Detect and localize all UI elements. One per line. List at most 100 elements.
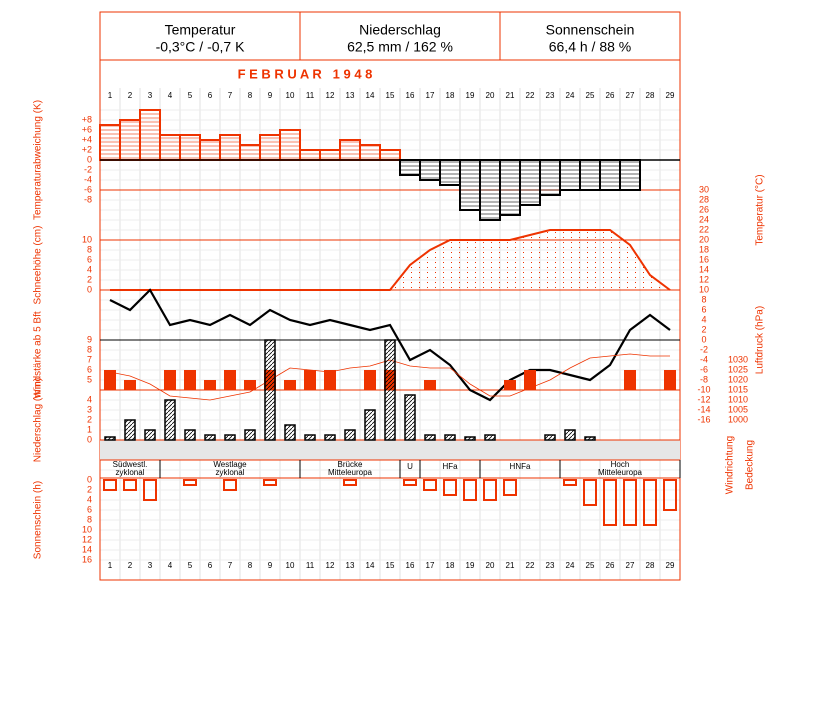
y-tick-label: -12 (697, 394, 710, 404)
y-tick-label: 1025 (728, 364, 748, 374)
day-label: 27 (626, 561, 635, 570)
day-label: 10 (286, 91, 295, 100)
day-label: 28 (646, 561, 655, 570)
bar (423, 479, 437, 491)
bar (424, 434, 436, 441)
day-label: 7 (228, 91, 233, 100)
day-label: 24 (566, 561, 575, 570)
y-tick-label: 1005 (728, 404, 748, 414)
bar (464, 436, 476, 441)
y-tick-label: -6 (84, 184, 92, 194)
snow-area (110, 229, 671, 291)
y-tick-label: +4 (82, 134, 92, 144)
y-tick-label: 1030 (728, 354, 748, 364)
bar (544, 434, 556, 441)
y-tick-label: 24 (699, 214, 709, 224)
bar (124, 380, 136, 390)
axis-label: Temperaturabweichung (K) (33, 100, 44, 220)
y-tick-label: 6 (87, 254, 92, 264)
bar (164, 399, 176, 441)
bar (484, 434, 496, 441)
band-label: Bedeckung (745, 440, 756, 490)
header-value: 62,5 mm / 162 % (347, 39, 453, 55)
header-value: 66,4 h / 88 % (549, 39, 632, 55)
bar (403, 479, 417, 486)
bar (144, 429, 156, 441)
y-tick-label: +2 (82, 144, 92, 154)
day-label: 5 (188, 561, 193, 570)
y-tick-label: 4 (87, 264, 92, 274)
y-tick-label: 2 (701, 324, 706, 334)
y-tick-label: 22 (699, 224, 709, 234)
axis-label: Temperatur (°C) (755, 174, 766, 245)
y-tick-label: 0 (87, 284, 92, 294)
bar (124, 419, 136, 441)
day-label: 4 (168, 91, 173, 100)
anomaly-bar (219, 134, 241, 161)
y-tick-label: 8 (87, 244, 92, 254)
bar (123, 479, 137, 491)
bar (623, 479, 637, 526)
y-tick-label: 10 (82, 234, 92, 244)
axis-label: Windstärke ab 5 Bft (33, 311, 44, 398)
day-label: 3 (148, 561, 153, 570)
weather-type: HFa (442, 462, 458, 471)
weather-type: HNFa (510, 462, 531, 471)
day-label: 25 (586, 91, 595, 100)
y-tick-label: -6 (700, 364, 708, 374)
weather-type: Westlage (213, 460, 247, 469)
bar (624, 370, 636, 390)
line (109, 288, 671, 402)
bar (284, 380, 296, 390)
weather-type: Hoch (611, 460, 630, 469)
y-tick-label: 16 (699, 254, 709, 264)
anomaly-bar (159, 134, 181, 161)
header-title: Sonnenschein (546, 22, 635, 38)
day-label: 15 (386, 561, 395, 570)
day-label: 25 (586, 561, 595, 570)
y-tick-label: 1020 (728, 374, 748, 384)
bar (224, 434, 236, 441)
y-tick-label: 0 (701, 334, 706, 344)
anomaly-bar (359, 144, 381, 161)
weather-type: U (407, 462, 413, 471)
day-label: 11 (306, 91, 315, 100)
marks: Temperatur-0,3°C / -0,7 K Niederschlag62,… (33, 22, 766, 570)
day-label: 8 (248, 561, 253, 570)
day-label: 1 (108, 91, 113, 100)
y-tick-label: 6 (701, 304, 706, 314)
bar (424, 380, 436, 390)
anomaly-bar (599, 159, 621, 191)
anomaly-bar (199, 139, 221, 161)
bar (324, 434, 336, 441)
y-tick-label: -8 (84, 194, 92, 204)
bar (483, 479, 497, 501)
anomaly-bar (139, 109, 161, 161)
day-label: 7 (228, 561, 233, 570)
bar (103, 479, 117, 491)
day-label: 17 (426, 561, 435, 570)
anomaly-bar (559, 159, 581, 191)
anomaly-bar (539, 159, 561, 196)
y-tick-label: 0 (87, 154, 92, 164)
bar (643, 479, 657, 526)
y-tick-label: 3 (87, 404, 92, 414)
anomaly-bar (319, 149, 341, 161)
anomaly-bar (519, 159, 541, 206)
weather-type: zyklonal (116, 468, 145, 477)
anomaly-bar (439, 159, 461, 186)
bar (664, 370, 676, 390)
anomaly-bar (279, 129, 301, 161)
bar (364, 409, 376, 441)
y-tick-label: 4 (87, 494, 92, 504)
day-label: 21 (506, 561, 515, 570)
bar (143, 479, 157, 501)
anomaly-bar (459, 159, 481, 211)
day-label: 11 (306, 561, 315, 570)
day-label: 14 (366, 561, 375, 570)
bar (384, 339, 396, 441)
bar (104, 370, 116, 390)
weather-type: zyklonal (216, 468, 245, 477)
day-label: 16 (406, 561, 415, 570)
